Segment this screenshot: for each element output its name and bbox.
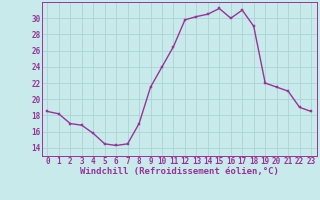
X-axis label: Windchill (Refroidissement éolien,°C): Windchill (Refroidissement éolien,°C) [80,167,279,176]
